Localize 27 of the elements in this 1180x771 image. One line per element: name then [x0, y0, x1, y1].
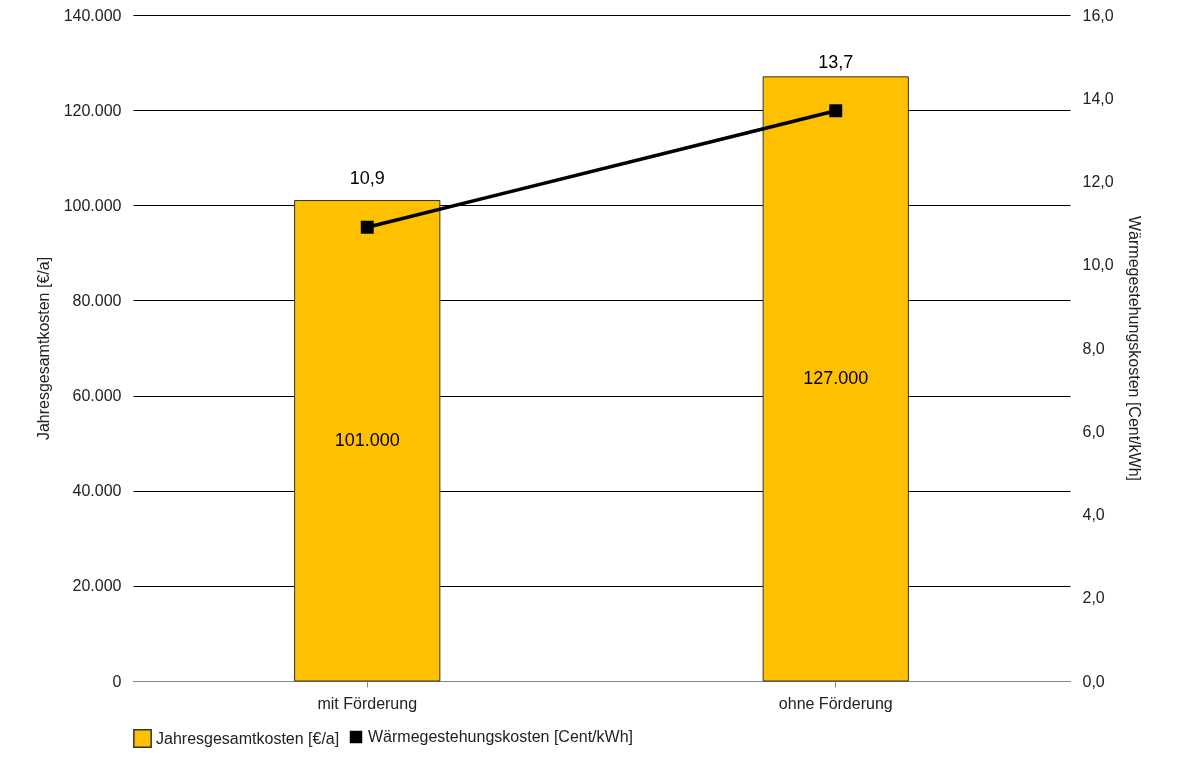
- legend-label: Wärmegestehungskosten [Cent/kWh]: [368, 728, 634, 745]
- data-label: 127.000: [803, 367, 869, 388]
- y-axis-title: Jahresgesamtkosten [€/a]: [34, 256, 52, 441]
- legend-label: Jahresgesamtkosten [€/a]: [156, 729, 340, 747]
- y-tick-label: 60.000: [72, 387, 122, 405]
- data-label: 101.000: [334, 429, 400, 450]
- y2-tick-label: 16,0: [1082, 6, 1114, 24]
- x-tick-label: mit Förderung: [317, 694, 418, 712]
- y2-tick-label: 6,0: [1082, 422, 1105, 440]
- x-tick-label: ohne Förderung: [778, 694, 893, 712]
- y-tick-label: 140.000: [63, 6, 122, 24]
- y-tick-label: 100.000: [63, 196, 122, 214]
- y2-tick-label: 0,0: [1082, 672, 1105, 690]
- y-tick-label: 120.000: [63, 101, 122, 119]
- y-tick-label: 20.000: [72, 577, 122, 595]
- y2-axis-title: Wärmegestehungskosten [Cent/kWh]: [1125, 215, 1143, 482]
- y2-tick-label: 12,0: [1082, 173, 1114, 190]
- y2-tick-label: 8,0: [1082, 339, 1105, 357]
- y2-tick-label: 10,0: [1082, 256, 1114, 274]
- y-tick-label: 40.000: [72, 482, 122, 500]
- y2-tick-label: 14,0: [1082, 89, 1114, 107]
- y2-tick-label: 4,0: [1082, 506, 1105, 523]
- y2-tick-label: 2,0: [1082, 589, 1105, 607]
- y-tick-label: 0: [112, 672, 122, 690]
- data-label: 13,7: [818, 51, 854, 72]
- y-tick-label: 80.000: [72, 291, 122, 309]
- data-label: 10,9: [349, 168, 385, 189]
